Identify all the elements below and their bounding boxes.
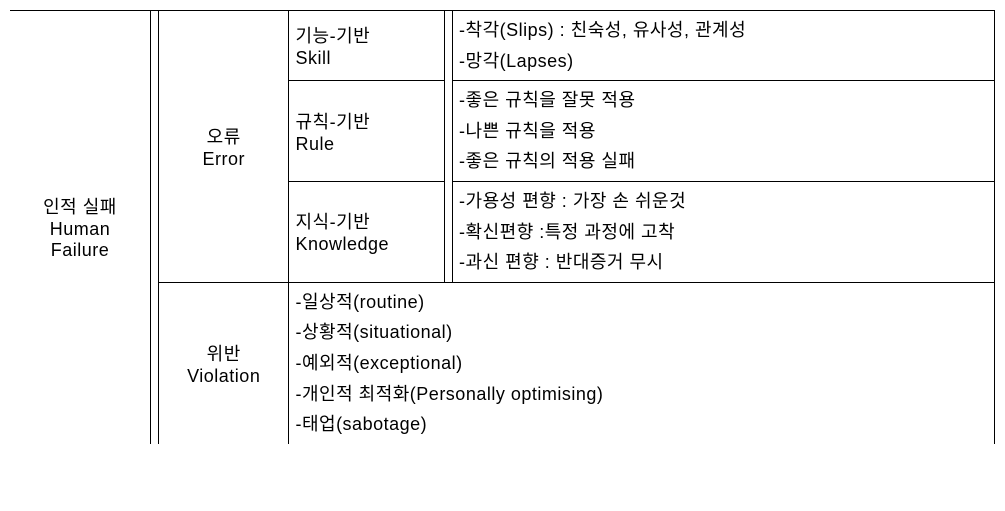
main-header-eng2: Failure [51, 240, 110, 260]
skill-detail-2: -망각(Lapses) [459, 51, 574, 71]
main-header-eng1: Human [50, 219, 111, 239]
error-kor: 오류 [207, 127, 241, 147]
knowledge-detail-2: -확신편향 :특정 과정에 고착 [459, 222, 675, 242]
violation-kor: 위반 [207, 344, 241, 364]
error-eng: Error [202, 149, 245, 169]
spacer-col-1 [150, 11, 158, 444]
violation-detail-4: -개인적 최적화(Personally optimising) [295, 384, 603, 404]
rule-detail-1: -좋은 규칙을 잘못 적용 [459, 90, 636, 110]
skill-detail-1: -착각(Slips) : 친숙성, 유사성, 관계성 [459, 20, 746, 40]
violation-detail-5: -태업(sabotage) [295, 414, 427, 434]
violation-detail-1: -일상적(routine) [295, 292, 424, 312]
rule-detail-2: -나쁜 규칙을 적용 [459, 121, 596, 141]
skill-eng: Skill [295, 48, 331, 68]
rule-eng: Rule [295, 134, 334, 154]
skill-kor: 기능-기반 [295, 26, 370, 46]
spacer-col-2-top [445, 11, 453, 283]
main-header-kor: 인적 실패 [43, 197, 117, 217]
violation-detail-2: -상황적(situational) [295, 322, 452, 342]
main-header-cell: 인적 실패 Human Failure [10, 11, 150, 444]
violation-detail-3: -예외적(exceptional) [295, 353, 462, 373]
skill-details-cell: -착각(Slips) : 친숙성, 유사성, 관계성 -망각(Lapses) [453, 11, 995, 81]
classification-table: 인적 실패 Human Failure 오류 Error 기능-기반 Skill… [10, 10, 995, 444]
knowledge-kor: 지식-기반 [295, 212, 370, 232]
knowledge-subcategory-cell: 지식-기반 Knowledge [289, 181, 445, 282]
knowledge-detail-3: -과신 편향 : 반대증거 무시 [459, 252, 664, 272]
rule-subcategory-cell: 규칙-기반 Rule [289, 81, 445, 182]
rule-details-cell: -좋은 규칙을 잘못 적용 -나쁜 규칙을 적용 -좋은 규칙의 적용 실패 [453, 81, 995, 182]
rule-kor: 규칙-기반 [295, 112, 370, 132]
error-category-cell: 오류 Error [159, 11, 289, 283]
knowledge-details-cell: -가용성 편향 : 가장 손 쉬운것 -확신편향 :특정 과정에 고착 -과신 … [453, 181, 995, 282]
skill-subcategory-cell: 기능-기반 Skill [289, 11, 445, 81]
human-failure-table: 인적 실패 Human Failure 오류 Error 기능-기반 Skill… [10, 10, 995, 444]
knowledge-detail-1: -가용성 편향 : 가장 손 쉬운것 [459, 191, 686, 211]
knowledge-eng: Knowledge [295, 234, 389, 254]
violation-details-cell: -일상적(routine) -상황적(situational) -예외적(exc… [289, 282, 995, 443]
violation-category-cell: 위반 Violation [159, 282, 289, 443]
violation-eng: Violation [187, 366, 260, 386]
rule-detail-3: -좋은 규칙의 적용 실패 [459, 151, 636, 171]
